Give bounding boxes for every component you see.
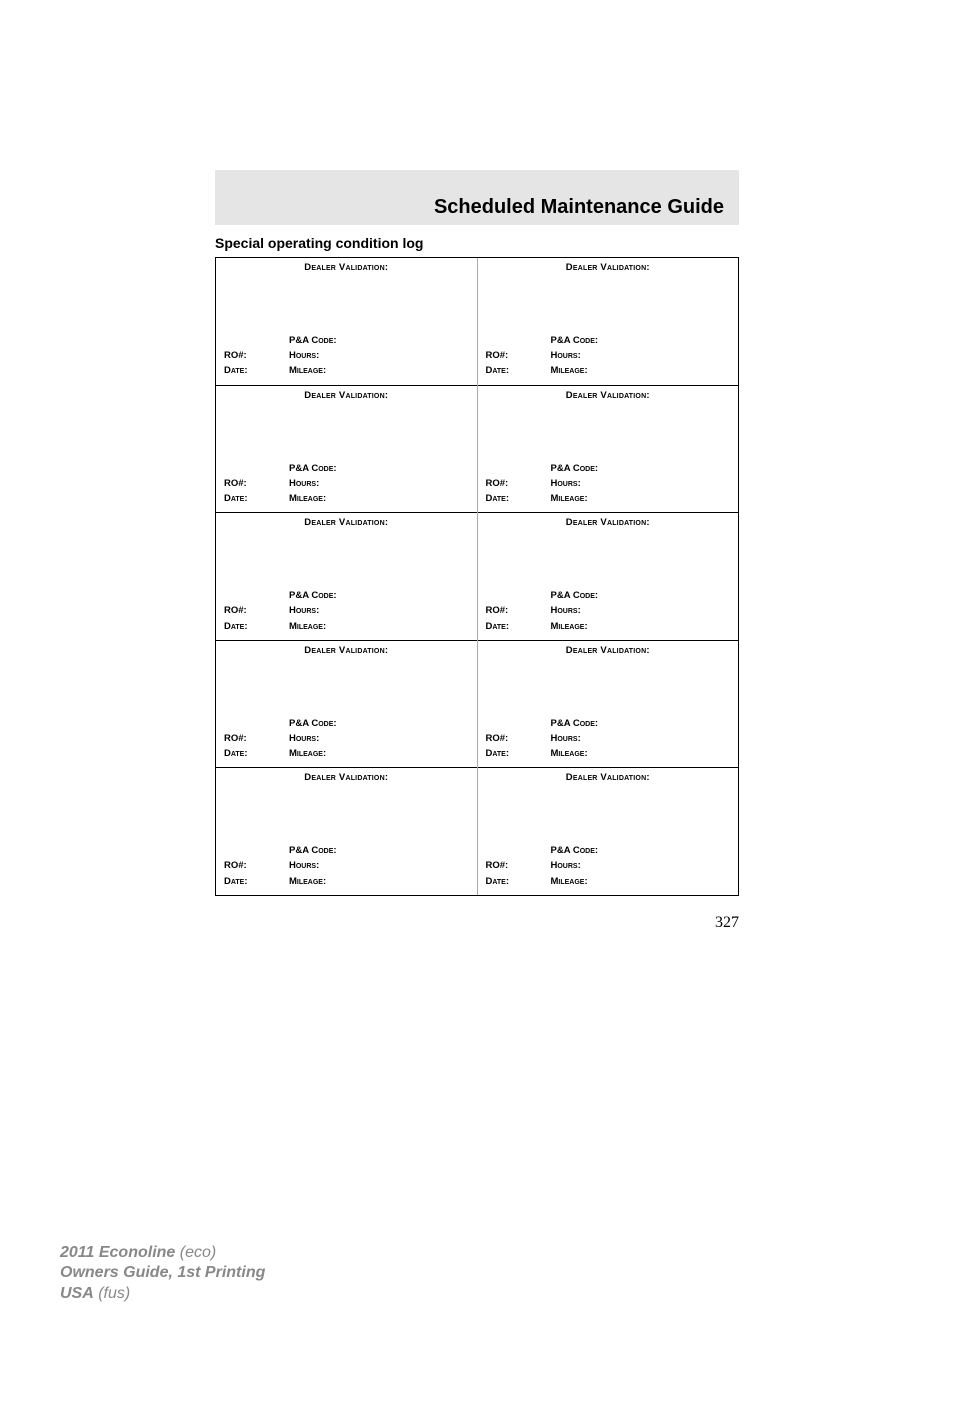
footer-guide: Owners Guide, 1st Printing: [60, 1264, 265, 1281]
table-row: Dealer Validation:P&A Code:RO#:Hours:Dat…: [216, 768, 738, 895]
footer-country: USA: [60, 1285, 94, 1302]
mileage-label: Mileage:: [289, 491, 326, 506]
ro-label: RO#:: [486, 603, 551, 618]
mileage-label: Mileage:: [551, 491, 588, 506]
hours-label: Hours:: [551, 731, 581, 746]
date-label: Date:: [224, 746, 289, 761]
hours-label: Hours:: [289, 731, 319, 746]
log-cell: Dealer Validation: P&A Code:RO#:Hours:Dat…: [477, 640, 738, 768]
date-label: Date:: [224, 491, 289, 506]
pa-code-label: P&A Code:: [289, 333, 337, 348]
mileage-label: Mileage:: [289, 874, 326, 889]
log-cell: Dealer Validation: P&A Code:RO#:Hours:Dat…: [216, 385, 477, 513]
dealer-validation-label: Dealer Validation:: [224, 262, 469, 273]
pa-code-label: P&A Code:: [551, 843, 599, 858]
pa-code-label: P&A Code:: [551, 461, 599, 476]
pa-code-label: P&A Code:: [289, 461, 337, 476]
header-bar: [215, 170, 739, 190]
ro-label: RO#:: [486, 348, 551, 363]
hours-label: Hours:: [289, 476, 319, 491]
mileage-label: Mileage:: [551, 363, 588, 378]
mileage-label: Mileage:: [551, 746, 588, 761]
footer-model: 2011 Econoline: [60, 1244, 175, 1261]
footer-model-code: (eco): [175, 1244, 216, 1261]
ro-label: RO#:: [486, 731, 551, 746]
log-cell: Dealer Validation: P&A Code:RO#:Hours:Dat…: [216, 768, 477, 895]
footer-country-code: (fus): [94, 1285, 130, 1302]
log-cell: Dealer Validation: P&A Code:RO#:Hours:Dat…: [477, 513, 738, 641]
log-cell: Dealer Validation: P&A Code:RO#:Hours:Dat…: [216, 640, 477, 768]
log-cell: Dealer Validation: P&A Code:RO#:Hours:Dat…: [216, 513, 477, 641]
pa-code-label: P&A Code:: [289, 716, 337, 731]
mileage-label: Mileage:: [289, 619, 326, 634]
pa-code-label: P&A Code:: [551, 333, 599, 348]
pa-code-label: P&A Code:: [551, 588, 599, 603]
pa-code-label: P&A Code:: [289, 843, 337, 858]
date-label: Date:: [486, 874, 551, 889]
date-label: Date:: [486, 746, 551, 761]
dealer-validation-label: Dealer Validation:: [486, 645, 731, 656]
log-table: Dealer Validation:P&A Code:RO#:Hours:Dat…: [216, 258, 738, 895]
date-label: Date:: [224, 874, 289, 889]
ro-label: RO#:: [224, 603, 289, 618]
table-row: Dealer Validation:P&A Code:RO#:Hours:Dat…: [216, 640, 738, 768]
page-title: Scheduled Maintenance Guide: [215, 196, 724, 219]
date-label: Date:: [224, 619, 289, 634]
table-row: Dealer Validation:P&A Code:RO#:Hours:Dat…: [216, 258, 738, 385]
ro-label: RO#:: [486, 858, 551, 873]
hours-label: Hours:: [551, 603, 581, 618]
date-label: Date:: [486, 619, 551, 634]
hours-label: Hours:: [551, 476, 581, 491]
ro-label: RO#:: [224, 731, 289, 746]
dealer-validation-label: Dealer Validation:: [486, 390, 731, 401]
dealer-validation-label: Dealer Validation:: [486, 517, 731, 528]
log-cell: Dealer Validation: P&A Code:RO#:Hours:Dat…: [216, 258, 477, 385]
log-cell: Dealer Validation: P&A Code:RO#:Hours:Dat…: [477, 258, 738, 385]
mileage-label: Mileage:: [289, 746, 326, 761]
dealer-validation-label: Dealer Validation:: [224, 645, 469, 656]
pa-code-label: P&A Code:: [289, 588, 337, 603]
footer: 2011 Econoline (eco) Owners Guide, 1st P…: [60, 1243, 265, 1305]
log-table-container: Dealer Validation:P&A Code:RO#:Hours:Dat…: [215, 257, 739, 896]
mileage-label: Mileage:: [289, 363, 326, 378]
hours-label: Hours:: [551, 348, 581, 363]
mileage-label: Mileage:: [551, 619, 588, 634]
hours-label: Hours:: [289, 603, 319, 618]
pa-code-label: P&A Code:: [551, 716, 599, 731]
date-label: Date:: [486, 363, 551, 378]
log-cell: Dealer Validation: P&A Code:RO#:Hours:Dat…: [477, 768, 738, 895]
dealer-validation-label: Dealer Validation:: [224, 390, 469, 401]
date-label: Date:: [224, 363, 289, 378]
dealer-validation-label: Dealer Validation:: [486, 772, 731, 783]
table-row: Dealer Validation:P&A Code:RO#:Hours:Dat…: [216, 513, 738, 641]
ro-label: RO#:: [224, 476, 289, 491]
ro-label: RO#:: [224, 858, 289, 873]
ro-label: RO#:: [486, 476, 551, 491]
table-row: Dealer Validation:P&A Code:RO#:Hours:Dat…: [216, 385, 738, 513]
log-cell: Dealer Validation: P&A Code:RO#:Hours:Dat…: [477, 385, 738, 513]
hours-label: Hours:: [289, 858, 319, 873]
mileage-label: Mileage:: [551, 874, 588, 889]
subtitle: Special operating condition log: [215, 235, 954, 251]
dealer-validation-label: Dealer Validation:: [224, 517, 469, 528]
hours-label: Hours:: [289, 348, 319, 363]
hours-label: Hours:: [551, 858, 581, 873]
date-label: Date:: [486, 491, 551, 506]
dealer-validation-label: Dealer Validation:: [486, 262, 731, 273]
page-number: 327: [0, 914, 739, 932]
dealer-validation-label: Dealer Validation:: [224, 772, 469, 783]
title-bar: Scheduled Maintenance Guide: [215, 190, 739, 225]
ro-label: RO#:: [224, 348, 289, 363]
